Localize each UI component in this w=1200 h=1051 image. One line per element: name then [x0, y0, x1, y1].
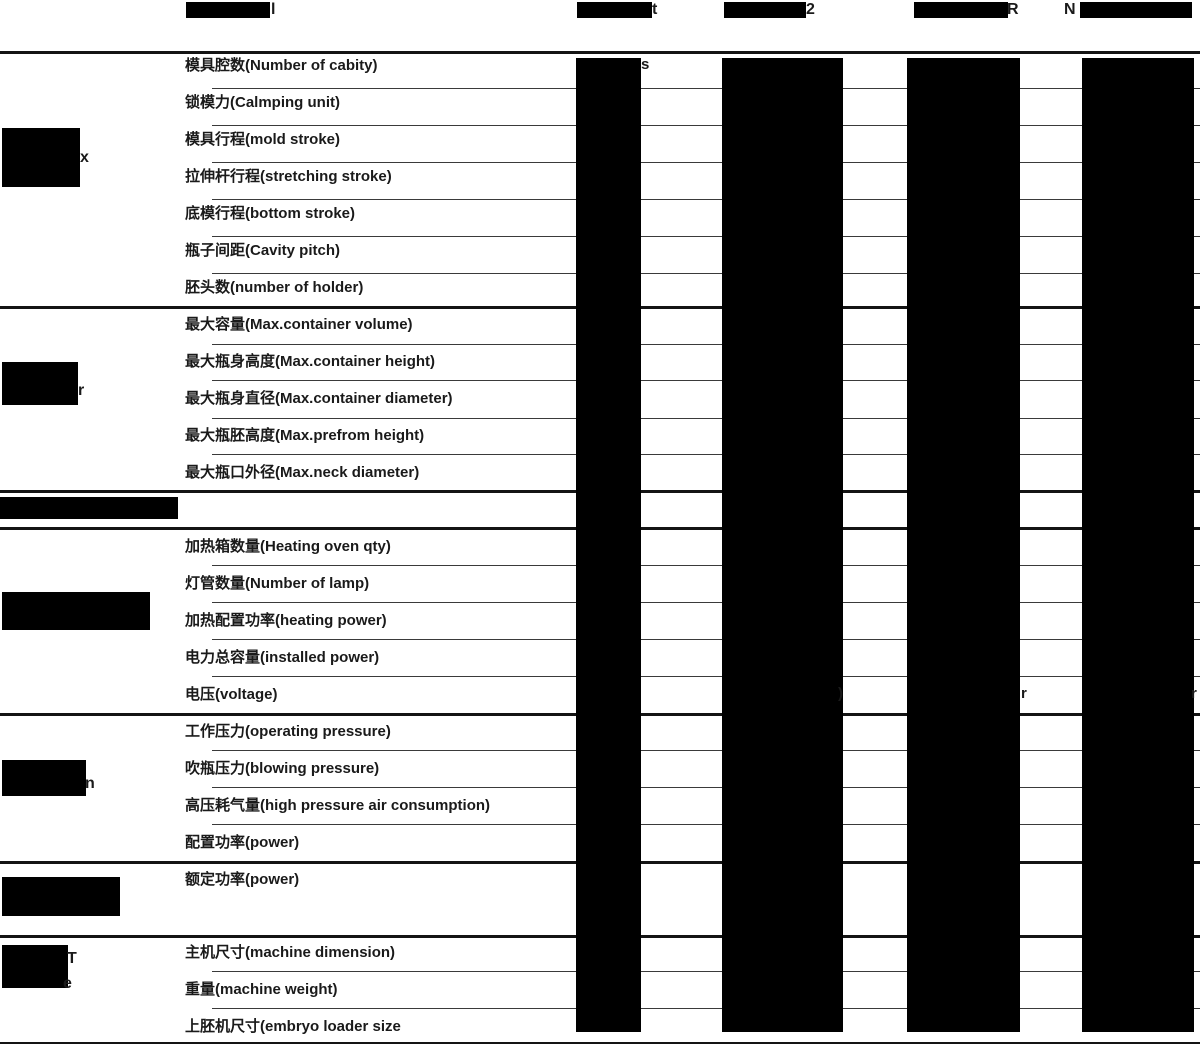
row-separator-line — [212, 824, 1200, 825]
header-model-redaction — [186, 2, 270, 18]
category-label-redaction — [2, 760, 86, 796]
row-label: 上胚机尺寸(embryo loader size — [185, 1018, 401, 1035]
row-label: 吹瓶压力(blowing pressure) — [185, 760, 380, 777]
row-separator-line — [212, 639, 1200, 640]
category-label-redaction — [2, 362, 78, 405]
row-separator-line — [212, 162, 1200, 163]
row-label: 高压耗气量(high pressure air consumption) — [185, 797, 491, 814]
row-label: 重量(machine weight) — [185, 981, 338, 998]
row-separator-line — [212, 344, 1200, 345]
row-separator-line — [212, 750, 1200, 751]
row-separator-line — [212, 565, 1200, 566]
row-separator-line — [212, 380, 1200, 381]
row-label: 胚头数(number of holder) — [185, 279, 364, 296]
row-separator-line — [212, 454, 1200, 455]
header-column-redaction-1 — [577, 2, 652, 18]
row-label: 最大瓶身高度(Max.container height) — [185, 353, 436, 370]
row-label: 锁模力(Calmping unit) — [185, 94, 340, 111]
header-column-redaction-4 — [1080, 2, 1192, 18]
header-text-fragment: N — [1064, 1, 1076, 18]
row-label: 模具行程(mold stroke) — [185, 131, 341, 148]
header-text-fragment: 2 — [806, 1, 815, 18]
row-label: 电力总容量(installed power) — [185, 649, 380, 666]
row-separator-line — [212, 971, 1200, 972]
category-text-fragment: T — [67, 950, 77, 967]
row-label: 最大瓶身直径(Max.container diameter) — [185, 390, 453, 407]
section-separator-line — [0, 1042, 1200, 1044]
data-column-redaction-4 — [1082, 58, 1194, 1032]
row-separator-line — [212, 1008, 1200, 1009]
row-separator-line — [212, 418, 1200, 419]
row-label: 配置功率(power) — [185, 834, 300, 851]
section-separator-line — [0, 51, 1200, 54]
category-text-fragment: r — [78, 382, 85, 399]
row-separator-line — [212, 125, 1200, 126]
row-label: 主机尺寸(machine dimension) — [185, 944, 396, 961]
row-label: 工作压力(operating pressure) — [185, 723, 391, 740]
row-label: 瓶子间距(Cavity pitch) — [185, 242, 341, 259]
row-separator-line — [212, 273, 1200, 274]
row-separator-line — [212, 236, 1200, 237]
category-text-fragment: n — [85, 775, 95, 792]
header-text-fragment: R — [1007, 1, 1019, 18]
header-column-redaction-3 — [914, 2, 1008, 18]
category-label-redaction — [2, 877, 120, 916]
row-separator-line — [212, 88, 1200, 89]
row-label: 拉伸杆行程(stretching stroke) — [185, 168, 392, 185]
cell-text-fragment: ) — [838, 685, 843, 702]
row-label: 额定功率(power) — [185, 871, 300, 888]
cell-text-fragment: r — [1191, 685, 1197, 702]
row-label: 加热箱数量(Heating oven qty) — [185, 538, 391, 555]
category-label-redaction — [2, 592, 150, 630]
category-label-redaction — [2, 128, 80, 187]
header-text-fragment: t — [652, 1, 658, 18]
header-column-redaction-2 — [724, 2, 806, 18]
header-text-fragment: l — [271, 1, 276, 18]
cell-text-fragment: r — [1021, 685, 1027, 702]
data-column-redaction-2 — [722, 58, 843, 1032]
row-label: 加热配置功率(heating power) — [185, 612, 387, 629]
data-column-redaction-3 — [907, 58, 1020, 1032]
row-label: 最大容量(Max.container volume) — [185, 316, 413, 333]
row-separator-line — [212, 787, 1200, 788]
row-label: 底模行程(bottom stroke) — [185, 205, 355, 222]
category-text-fragment: e — [63, 975, 72, 992]
merged-row-redaction — [0, 497, 178, 519]
row-label: 最大瓶胚高度(Max.prefrom height) — [185, 427, 425, 444]
row-label: 电压(voltage) — [185, 686, 278, 703]
row-separator-line — [212, 199, 1200, 200]
category-label-redaction — [2, 945, 68, 988]
category-text-fragment: x — [80, 149, 89, 166]
data-column-redaction-1 — [576, 58, 641, 1032]
cell-text-fragment: s — [641, 56, 650, 73]
row-label: 灯管数量(Number of lamp) — [185, 575, 370, 592]
row-label: 模具腔数(Number of cabity) — [185, 57, 378, 74]
row-label: 最大瓶口外径(Max.neck diameter) — [185, 464, 420, 481]
row-separator-line — [212, 676, 1200, 677]
row-separator-line — [212, 602, 1200, 603]
